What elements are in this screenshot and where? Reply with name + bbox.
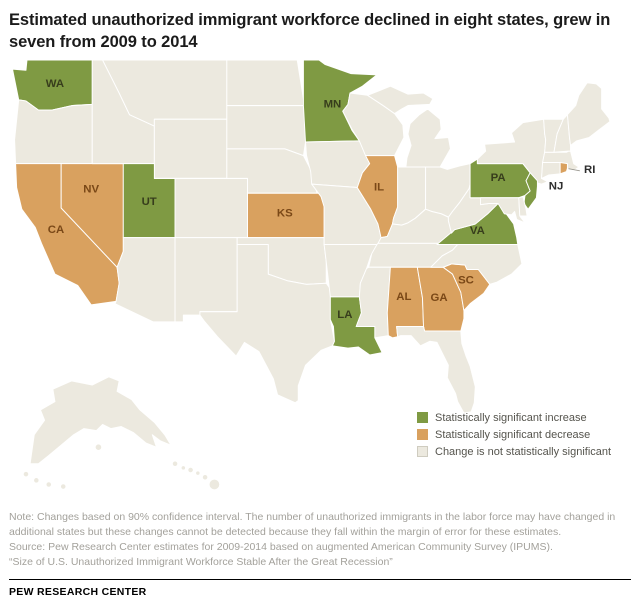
state-me [566,81,611,146]
state-ak [29,375,172,464]
state-hi-island [180,465,186,470]
map-svg: WA MN NV CA UT KS IL LA AL GA SC VA PA NJ RI [12,59,611,490]
state-ma [542,150,580,171]
state-hi-island [187,466,194,473]
state-label-pa: PA [491,172,506,184]
state-labels-group: WA MN NV CA UT KS IL LA AL GA SC VA PA NJ RI [46,77,596,320]
state-or [14,98,93,164]
state-co [174,177,248,238]
state-de [518,195,528,217]
state-label-va: VA [470,224,485,236]
state-nd [226,59,305,106]
state-wy [153,118,228,179]
state-sd [226,104,306,156]
alaska-hawaii-group [23,375,220,490]
legend-item-increase: Statistically significant increase [417,412,611,424]
ri-leader-line [568,167,580,171]
lower-48-group [12,59,611,414]
state-nj [523,171,538,210]
brand-footer: PEW RESEARCH CENTER [9,586,147,599]
state-nc [430,243,523,285]
state-ak-island [45,481,52,487]
state-label-il: IL [374,181,384,193]
legend-label-decrease: Statistically significant decrease [435,428,591,441]
chart-notes: Note: Changes based on 90% confidence in… [9,510,631,571]
legend-swatch-decrease [417,429,428,441]
legend-label-increase: Statistically significant increase [435,411,587,424]
state-ak-island [60,483,67,489]
state-mi [405,107,451,169]
state-hi-island [202,473,208,480]
state-label-nv: NV [83,183,99,195]
state-label-al: AL [396,291,411,303]
legend-swatch-not-significant [417,446,428,458]
report-title-text: “Size of U.S. Unauthorized Immigrant Wor… [9,556,393,569]
state-fl [396,325,476,414]
state-az [114,236,176,322]
source-text: Source: Pew Research Center estimates fo… [9,540,553,553]
legend-item-decrease: Statistically significant decrease [417,429,611,441]
footer-divider [9,579,631,581]
state-ak-island [95,443,102,451]
state-label-nj: NJ [549,180,564,192]
state-label-ca: CA [48,223,64,235]
state-ak-island [23,470,29,477]
state-label-la: LA [337,308,352,320]
state-nm [174,236,238,322]
us-choropleth-map: WA MN NV CA UT KS IL LA AL GA SC VA PA NJ RI Statistic… [9,59,631,504]
state-ct [541,161,561,179]
state-hi-island [172,460,178,467]
state-label-ri: RI [584,163,595,175]
state-label-ks: KS [277,207,293,219]
state-label-ga: GA [431,292,448,304]
state-ak-island [33,476,40,483]
legend-item-not-significant: Change is not statistically significant [417,446,611,458]
chart-title: Estimated unauthorized immigrant workfor… [9,11,611,51]
state-label-ut: UT [142,195,157,207]
state-hi-island [208,478,220,490]
state-label-wa: WA [46,77,64,89]
state-label-mn: MN [324,98,342,110]
note-text: Note: Changes based on 90% confidence in… [9,510,616,538]
state-ri [559,161,568,174]
legend-swatch-increase [417,412,428,424]
state-hi-island [195,470,201,475]
legend: Statistically significant increase Stati… [417,412,611,463]
state-mi [367,85,434,114]
state-tx [199,243,335,403]
legend-label-not-significant: Change is not statistically significant [435,445,612,458]
state-label-sc: SC [458,274,474,286]
